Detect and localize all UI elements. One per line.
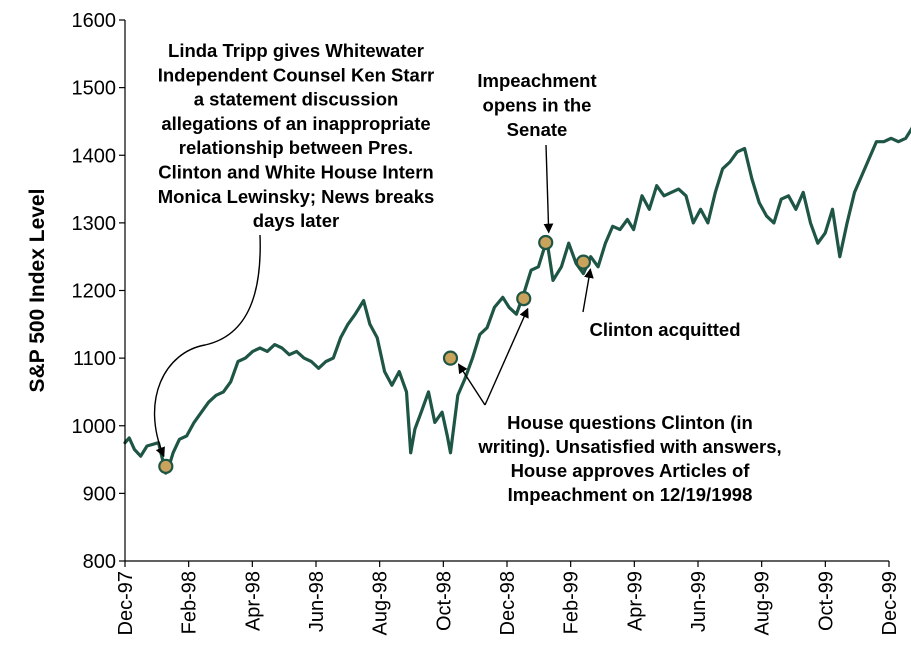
annotation-line: Impeachment bbox=[477, 70, 596, 91]
acquitted-callout-arrow bbox=[582, 268, 594, 313]
annotation-line: House approves Articles of bbox=[511, 460, 751, 481]
series-line bbox=[123, 126, 911, 475]
annotation-line: Independent Counsel Ken Starr bbox=[158, 64, 435, 85]
y-tick-label: 800 bbox=[83, 551, 116, 573]
event-marker bbox=[538, 234, 554, 251]
tripp-callout-arrow bbox=[154, 234, 261, 458]
y-tick-label: 1400 bbox=[72, 145, 117, 167]
annotation-line: Impeachment on 12/19/1998 bbox=[508, 484, 753, 505]
house-callout-arrow-2 bbox=[484, 307, 529, 406]
event-marker bbox=[158, 458, 174, 474]
y-tick-label: 1100 bbox=[73, 348, 116, 370]
event-marker bbox=[516, 291, 532, 307]
x-axis-ticks: Dec-97 Feb-98 Apr-98 Jun-98 Aug-98 Oct-98 Dec-… bbox=[115, 561, 901, 636]
x-tick-label: Oct-99 bbox=[815, 571, 837, 631]
x-tick-label: Oct-98 bbox=[433, 571, 455, 631]
annotation-line: writing). Unsatisfied with answers, bbox=[477, 436, 781, 457]
annotation-line: House questions Clinton (in bbox=[507, 412, 753, 433]
annotation-line: Monica Lewinsky; News breaks bbox=[158, 186, 435, 207]
y-tick-label: 1600 bbox=[72, 10, 117, 32]
x-tick-label: Jun-98 bbox=[306, 571, 328, 632]
y-tick-label: 1000 bbox=[72, 416, 117, 438]
y-tick-label: 1200 bbox=[72, 281, 117, 303]
annotation-line: Senate bbox=[507, 119, 568, 140]
annotation-line: Clinton and White House Intern bbox=[158, 162, 433, 183]
x-tick-label: Apr-98 bbox=[242, 571, 264, 631]
annotation-line: opens in the bbox=[483, 95, 592, 116]
annotation-line: allegations of an inappropriate bbox=[161, 113, 430, 134]
x-tick-label: Dec-97 bbox=[115, 571, 137, 635]
event-markers bbox=[158, 234, 592, 474]
y-tick-label: 1300 bbox=[72, 213, 117, 235]
annotation-line: Clinton acquitted bbox=[589, 319, 740, 340]
y-axis-title: S&P 500 Index Level bbox=[26, 189, 49, 393]
annotation-callouts bbox=[154, 144, 594, 458]
house-callout-arrow-1 bbox=[457, 363, 486, 406]
x-tick-label: Dec-99 bbox=[879, 571, 901, 635]
annotation-line: relationship between Pres. bbox=[179, 137, 413, 158]
x-tick-label: Apr-99 bbox=[624, 571, 646, 631]
x-tick-label: Jun-99 bbox=[688, 571, 710, 632]
annotations: Linda Tripp gives Whitewater Independent … bbox=[158, 40, 782, 505]
y-axis-ticks: 800 900 1000 1100 1200 1300 1400 1500 1600 bbox=[72, 10, 125, 573]
x-tick-label: Dec-98 bbox=[497, 571, 519, 635]
x-tick-label: Feb-98 bbox=[179, 571, 201, 634]
x-tick-label: Aug-99 bbox=[752, 571, 774, 636]
senate-callout-arrow bbox=[543, 144, 554, 234]
x-tick-label: Feb-99 bbox=[561, 571, 583, 634]
annotation-line: a statement discussion bbox=[194, 89, 399, 110]
y-tick-label: 900 bbox=[83, 483, 116, 505]
x-tick-label: Aug-98 bbox=[370, 571, 392, 636]
annotation-line: Linda Tripp gives Whitewater bbox=[168, 40, 424, 61]
event-marker bbox=[575, 254, 592, 270]
y-tick-label: 1500 bbox=[72, 78, 117, 100]
annotation-line: days later bbox=[253, 210, 339, 231]
event-marker bbox=[442, 350, 459, 366]
series-group bbox=[123, 126, 911, 475]
